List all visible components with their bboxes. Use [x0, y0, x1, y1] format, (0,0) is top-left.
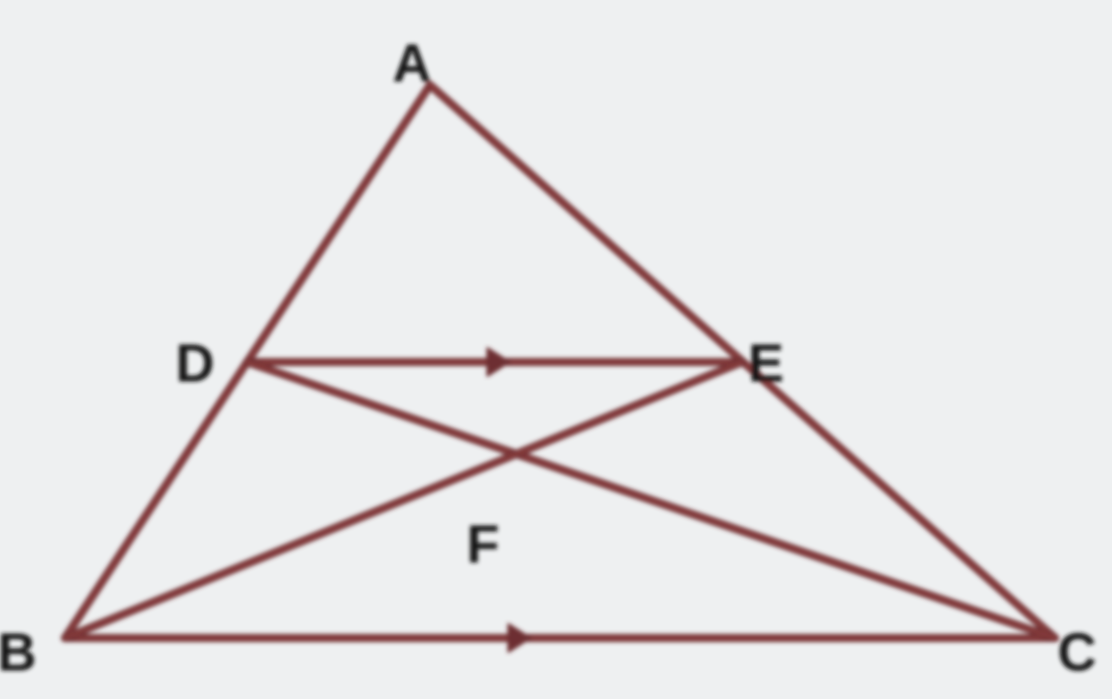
geometry-diagram: A B C D E F	[0, 0, 1112, 699]
vertex-label-B: B	[0, 622, 37, 682]
vertex-label-A: A	[393, 33, 432, 93]
vertex-label-D: D	[176, 333, 215, 393]
vertex-label-E: E	[748, 333, 784, 393]
vertex-label-F: F	[467, 514, 500, 574]
vertex-label-C: C	[1058, 622, 1097, 682]
